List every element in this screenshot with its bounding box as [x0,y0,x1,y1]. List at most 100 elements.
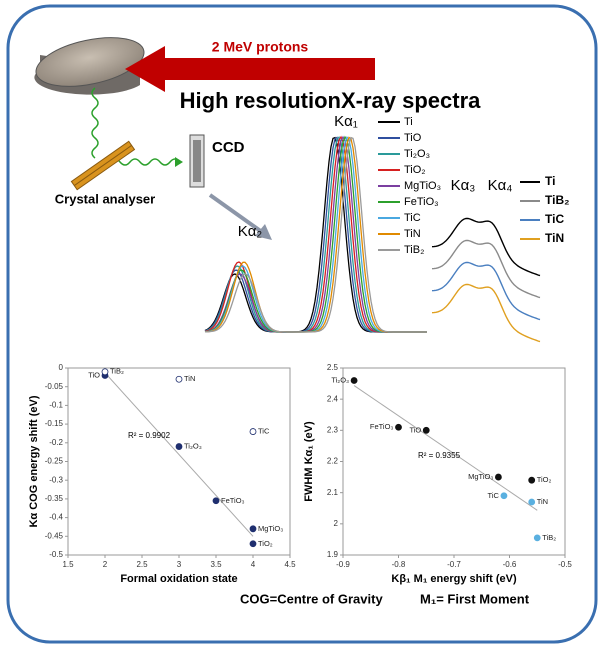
ccd [189,134,205,188]
x-tick-label: 1.5 [62,560,74,569]
legend-label: TiB₂ [545,193,569,207]
legend-label: TiO [404,132,422,144]
point [175,443,183,450]
legend-label: TiN [545,231,564,245]
legend-label: TiO₂ [404,164,426,176]
point-label: TiC [488,491,500,500]
inset-line [431,283,541,343]
point [350,377,358,384]
x-tick-label: -0.5 [558,560,572,569]
y-tick-label: -0.1 [49,401,63,410]
footer-text: M₁= First Moment [420,591,530,606]
x-tick-label: -0.7 [447,560,461,569]
point-label: TiB₂ [542,533,556,542]
x-tick-label: 2 [103,560,108,569]
y-tick-label: 1.9 [327,550,339,559]
point [494,473,502,481]
x-tick-label: 2.5 [136,560,148,569]
annotation: R² = 0.9355 [418,451,461,460]
x-tick-label: 4.5 [284,560,296,569]
xray-wave [109,158,181,166]
arrow [208,193,264,234]
point [175,375,183,383]
point [395,423,402,431]
y-tick-label: -0.05 [45,382,64,391]
point-label: Ti₂O₃ [331,375,349,384]
arrow-head [255,224,272,240]
y-tick-label: -0.5 [49,550,63,559]
point [500,492,508,500]
point-label: TiO₂ [537,475,552,484]
y-tick-label: -0.25 [45,457,64,466]
legend-label: FeTiO₃ [404,196,439,208]
xray-wave [91,87,99,159]
legend-label: MgTiO₃ [404,180,441,192]
proton-arrow [125,46,375,92]
point-label: TiO₂ [258,539,273,548]
spectra-inset: Ti TiB₂ TiC TiN Kα₃ Kα₄ [431,174,569,343]
y-axis-label: FWHM Kα₁ (eV) [303,421,315,502]
peak-label: Kα₃ [451,177,476,194]
point-label: TiB₂ [110,367,124,376]
spectra: Ti TiO Ti₂O₃ TiO₂ MgTiO₃ FeTiO₃ TiC TiN TiB₂ Kα₁ K… [204,113,441,333]
y-tick-label: -0.35 [45,494,64,503]
y-tick-label: -0.2 [49,438,63,447]
legend-label: Ti [545,174,555,188]
point-label: TiO [88,370,100,379]
y-tick-label: 2.1 [327,488,339,497]
legend-label: Ti [404,116,413,128]
title: High resolutionX-ray spectra [180,88,482,113]
y-axis-label: Kα COG energy shift (eV) [28,395,40,527]
point [249,540,257,548]
peak-label: Kα₂ [238,223,263,240]
y-tick-label: 2.3 [327,425,339,434]
x-axis-label: Formal oxidation state [120,573,237,585]
inset-line [431,239,541,299]
point-label: MgTiO₃ [468,472,493,481]
trend-line [353,385,538,511]
trend-line [104,372,254,537]
point [249,525,257,533]
annotation: R² = 0.9902 [128,431,171,440]
frame [6,4,598,644]
arrow-head [175,157,183,167]
x-tick-label: 3 [177,560,182,569]
y-tick-label: -0.4 [49,513,63,522]
point-label: MgTiO₃ [258,524,283,533]
point [249,428,257,435]
legend-label: TiN [404,228,421,240]
inset-line [431,217,541,277]
peak-label: Kα₄ [488,177,513,194]
point [533,534,541,542]
y-tick-label: 2.2 [327,457,339,466]
point [422,426,430,434]
legend-label: Ti₂O₃ [404,148,430,160]
inset-line [431,261,541,321]
y-tick-label: 2.4 [327,394,339,403]
point [212,497,220,505]
legend-label: TiB₂ [404,244,424,256]
legend-label: TiC [545,212,564,226]
peak-label: Kα₁ [334,113,358,130]
legend-label: TiC [404,212,421,224]
point-label: Ti₂O₃ [184,442,202,451]
crystal [70,140,136,191]
x-axis-label: Kβ₁ M₁ energy shift (eV) [391,573,517,585]
y-tick-label: -0.45 [45,531,64,540]
crystal-label: Crystal analyser [55,191,155,206]
point [528,498,536,506]
point-label: TiN [184,374,195,383]
ccd-label: CCD [212,139,245,156]
point-label: TiC [258,427,270,436]
y-tick-label: -0.15 [45,419,64,428]
x-tick-label: 3.5 [210,560,222,569]
footer-text: COG=Centre of Gravity [240,591,383,606]
y-tick-label: 2 [334,519,339,528]
y-tick-label: 2.5 [327,363,339,372]
x-tick-label: -0.8 [392,560,406,569]
point-label: TiN [537,497,548,506]
y-tick-label: -0.3 [49,475,63,484]
x-tick-label: -0.9 [336,560,350,569]
point-label: TiO [409,425,421,434]
